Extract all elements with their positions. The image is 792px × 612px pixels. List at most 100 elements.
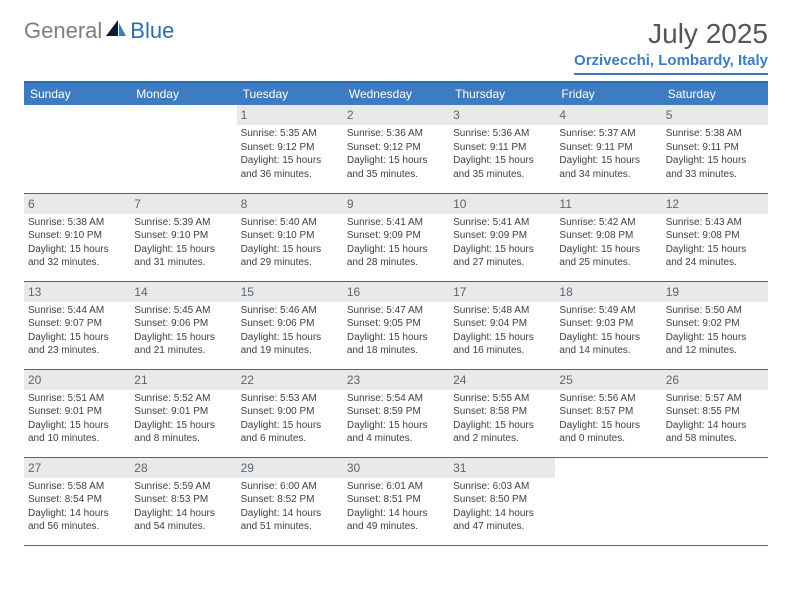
sunrise-text: Sunrise: 5:47 AM	[347, 304, 445, 318]
day-number	[555, 458, 661, 478]
calendar-day-cell: 26Sunrise: 5:57 AMSunset: 8:55 PMDayligh…	[662, 369, 768, 457]
weekday-header: Saturday	[662, 83, 768, 105]
calendar-day-cell: 15Sunrise: 5:46 AMSunset: 9:06 PMDayligh…	[237, 281, 343, 369]
sunrise-text: Sunrise: 5:46 AM	[241, 304, 339, 318]
sunset-text: Sunset: 9:11 PM	[559, 141, 657, 155]
calendar-day-cell: 11Sunrise: 5:42 AMSunset: 9:08 PMDayligh…	[555, 193, 661, 281]
day-number: 1	[237, 105, 343, 125]
sunset-text: Sunset: 9:10 PM	[241, 229, 339, 243]
calendar-day-cell: 21Sunrise: 5:52 AMSunset: 9:01 PMDayligh…	[130, 369, 236, 457]
day-number: 23	[343, 370, 449, 390]
sunrise-text: Sunrise: 5:37 AM	[559, 127, 657, 141]
day-number: 7	[130, 194, 236, 214]
sunset-text: Sunset: 9:05 PM	[347, 317, 445, 331]
sunset-text: Sunset: 8:59 PM	[347, 405, 445, 419]
sunset-text: Sunset: 9:09 PM	[347, 229, 445, 243]
calendar-page: General Blue July 2025 Orzivecchi, Lomba…	[0, 0, 792, 566]
day-number: 21	[130, 370, 236, 390]
daylight-text: Daylight: 15 hours and 36 minutes.	[241, 154, 339, 181]
day-number: 26	[662, 370, 768, 390]
calendar-day-cell: 28Sunrise: 5:59 AMSunset: 8:53 PMDayligh…	[130, 457, 236, 545]
daylight-text: Daylight: 14 hours and 51 minutes.	[241, 507, 339, 534]
calendar-day-cell: 27Sunrise: 5:58 AMSunset: 8:54 PMDayligh…	[24, 457, 130, 545]
weekday-header: Friday	[555, 83, 661, 105]
month-title: July 2025	[574, 18, 768, 50]
calendar-day-cell: 19Sunrise: 5:50 AMSunset: 9:02 PMDayligh…	[662, 281, 768, 369]
daylight-text: Daylight: 15 hours and 10 minutes.	[28, 419, 126, 446]
calendar-day-cell: 16Sunrise: 5:47 AMSunset: 9:05 PMDayligh…	[343, 281, 449, 369]
daylight-text: Daylight: 15 hours and 0 minutes.	[559, 419, 657, 446]
calendar-day-cell: 30Sunrise: 6:01 AMSunset: 8:51 PMDayligh…	[343, 457, 449, 545]
day-number: 4	[555, 105, 661, 125]
calendar-day-cell: 3 Sunrise: 5:36 AMSunset: 9:11 PMDaylight…	[449, 105, 555, 193]
sunrise-text: Sunrise: 5:36 AM	[453, 127, 551, 141]
day-number: 3	[449, 105, 555, 125]
sunrise-text: Sunrise: 5:49 AM	[559, 304, 657, 318]
sunrise-text: Sunrise: 5:44 AM	[28, 304, 126, 318]
sunrise-text: Sunrise: 5:36 AM	[347, 127, 445, 141]
calendar-week-row: 27Sunrise: 5:58 AMSunset: 8:54 PMDayligh…	[24, 457, 768, 545]
title-block: July 2025 Orzivecchi, Lombardy, Italy	[574, 18, 768, 75]
calendar-day-cell: 23Sunrise: 5:54 AMSunset: 8:59 PMDayligh…	[343, 369, 449, 457]
sunrise-text: Sunrise: 5:40 AM	[241, 216, 339, 230]
daylight-text: Daylight: 15 hours and 25 minutes.	[559, 243, 657, 270]
daylight-text: Daylight: 14 hours and 54 minutes.	[134, 507, 232, 534]
calendar-day-cell: 24Sunrise: 5:55 AMSunset: 8:58 PMDayligh…	[449, 369, 555, 457]
day-number: 19	[662, 282, 768, 302]
sunrise-text: Sunrise: 5:41 AM	[347, 216, 445, 230]
sunset-text: Sunset: 8:50 PM	[453, 493, 551, 507]
calendar-day-cell: 17Sunrise: 5:48 AMSunset: 9:04 PMDayligh…	[449, 281, 555, 369]
sunset-text: Sunset: 9:01 PM	[28, 405, 126, 419]
sunset-text: Sunset: 9:11 PM	[453, 141, 551, 155]
sunset-text: Sunset: 9:04 PM	[453, 317, 551, 331]
daylight-text: Daylight: 15 hours and 28 minutes.	[347, 243, 445, 270]
calendar-week-row: 6Sunrise: 5:38 AMSunset: 9:10 PMDaylight…	[24, 193, 768, 281]
daylight-text: Daylight: 15 hours and 23 minutes.	[28, 331, 126, 358]
day-number: 27	[24, 458, 130, 478]
sunrise-text: Sunrise: 5:39 AM	[134, 216, 232, 230]
day-number: 8	[237, 194, 343, 214]
sunrise-text: Sunrise: 5:43 AM	[666, 216, 764, 230]
sunrise-text: Sunrise: 6:00 AM	[241, 480, 339, 494]
day-number: 5	[662, 105, 768, 125]
header: General Blue July 2025 Orzivecchi, Lomba…	[24, 18, 768, 75]
sunset-text: Sunset: 9:12 PM	[241, 141, 339, 155]
day-number: 6	[24, 194, 130, 214]
brand-part1: General	[24, 18, 102, 44]
daylight-text: Daylight: 15 hours and 34 minutes.	[559, 154, 657, 181]
daylight-text: Daylight: 15 hours and 35 minutes.	[453, 154, 551, 181]
sunset-text: Sunset: 8:58 PM	[453, 405, 551, 419]
sunset-text: Sunset: 9:10 PM	[134, 229, 232, 243]
sunset-text: Sunset: 8:54 PM	[28, 493, 126, 507]
brand-part2: Blue	[130, 18, 174, 44]
day-number: 10	[449, 194, 555, 214]
sunset-text: Sunset: 9:09 PM	[453, 229, 551, 243]
daylight-text: Daylight: 15 hours and 4 minutes.	[347, 419, 445, 446]
day-number: 22	[237, 370, 343, 390]
sunset-text: Sunset: 8:53 PM	[134, 493, 232, 507]
sunset-text: Sunset: 9:01 PM	[134, 405, 232, 419]
calendar-day-cell: 14Sunrise: 5:45 AMSunset: 9:06 PMDayligh…	[130, 281, 236, 369]
calendar-week-row: 20Sunrise: 5:51 AMSunset: 9:01 PMDayligh…	[24, 369, 768, 457]
day-number	[130, 105, 236, 125]
day-number: 24	[449, 370, 555, 390]
calendar-day-cell: 13Sunrise: 5:44 AMSunset: 9:07 PMDayligh…	[24, 281, 130, 369]
day-number: 12	[662, 194, 768, 214]
sunrise-text: Sunrise: 5:56 AM	[559, 392, 657, 406]
sunrise-text: Sunrise: 5:57 AM	[666, 392, 764, 406]
brand-logo: General Blue	[24, 18, 174, 44]
day-number: 30	[343, 458, 449, 478]
day-number: 20	[24, 370, 130, 390]
daylight-text: Daylight: 14 hours and 49 minutes.	[347, 507, 445, 534]
day-number	[24, 105, 130, 125]
calendar-week-row: 1Sunrise: 5:35 AMSunset: 9:12 PMDaylight…	[24, 105, 768, 193]
calendar-day-cell: 18Sunrise: 5:49 AMSunset: 9:03 PMDayligh…	[555, 281, 661, 369]
sunset-text: Sunset: 8:51 PM	[347, 493, 445, 507]
calendar-day-cell: 8Sunrise: 5:40 AMSunset: 9:10 PMDaylight…	[237, 193, 343, 281]
sunset-text: Sunset: 9:03 PM	[559, 317, 657, 331]
daylight-text: Daylight: 15 hours and 12 minutes.	[666, 331, 764, 358]
sunset-text: Sunset: 9:00 PM	[241, 405, 339, 419]
day-number: 9	[343, 194, 449, 214]
sail-icon	[106, 20, 126, 43]
sunrise-text: Sunrise: 5:55 AM	[453, 392, 551, 406]
